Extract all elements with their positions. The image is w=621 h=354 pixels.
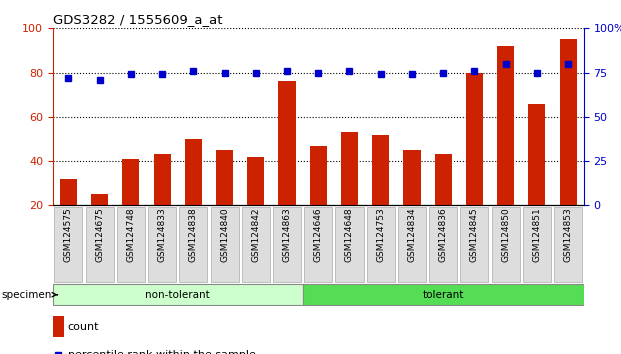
Text: GSM124753: GSM124753 bbox=[376, 208, 385, 262]
FancyBboxPatch shape bbox=[554, 207, 582, 282]
FancyBboxPatch shape bbox=[523, 207, 551, 282]
Text: GDS3282 / 1555609_a_at: GDS3282 / 1555609_a_at bbox=[53, 13, 222, 26]
Text: GSM124851: GSM124851 bbox=[532, 208, 542, 262]
Text: GSM124833: GSM124833 bbox=[158, 208, 166, 262]
Bar bbox=[404, 150, 420, 205]
Text: GSM124845: GSM124845 bbox=[470, 208, 479, 262]
Text: GSM124863: GSM124863 bbox=[283, 208, 291, 262]
FancyBboxPatch shape bbox=[460, 207, 489, 282]
Bar bbox=[372, 135, 389, 205]
Text: GSM124838: GSM124838 bbox=[189, 208, 198, 262]
FancyBboxPatch shape bbox=[366, 207, 395, 282]
Bar bbox=[528, 104, 545, 205]
Bar bbox=[341, 132, 358, 205]
Bar bbox=[560, 39, 577, 205]
FancyBboxPatch shape bbox=[242, 207, 270, 282]
FancyBboxPatch shape bbox=[273, 207, 301, 282]
Text: GSM124646: GSM124646 bbox=[314, 208, 323, 262]
Text: GSM124853: GSM124853 bbox=[564, 208, 573, 262]
Bar bbox=[435, 154, 452, 205]
Text: GSM124675: GSM124675 bbox=[95, 208, 104, 262]
Text: GSM124575: GSM124575 bbox=[64, 208, 73, 262]
Text: GSM124842: GSM124842 bbox=[252, 208, 260, 262]
Text: count: count bbox=[68, 321, 99, 332]
Text: GSM124834: GSM124834 bbox=[407, 208, 417, 262]
Text: GSM124850: GSM124850 bbox=[501, 208, 510, 262]
FancyBboxPatch shape bbox=[55, 207, 83, 282]
Bar bbox=[466, 73, 483, 205]
FancyBboxPatch shape bbox=[304, 207, 332, 282]
FancyBboxPatch shape bbox=[398, 207, 426, 282]
Bar bbox=[497, 46, 514, 205]
Bar bbox=[216, 150, 233, 205]
FancyBboxPatch shape bbox=[53, 284, 302, 305]
Bar bbox=[278, 81, 296, 205]
Bar bbox=[53, 316, 64, 337]
FancyBboxPatch shape bbox=[86, 207, 114, 282]
Bar bbox=[184, 139, 202, 205]
Bar bbox=[60, 179, 77, 205]
FancyBboxPatch shape bbox=[302, 284, 584, 305]
Text: percentile rank within the sample: percentile rank within the sample bbox=[68, 350, 256, 354]
Text: GSM124836: GSM124836 bbox=[438, 208, 448, 262]
FancyBboxPatch shape bbox=[117, 207, 145, 282]
Bar bbox=[247, 156, 265, 205]
Bar bbox=[91, 194, 108, 205]
Text: tolerant: tolerant bbox=[422, 290, 464, 300]
FancyBboxPatch shape bbox=[148, 207, 176, 282]
Text: GSM124648: GSM124648 bbox=[345, 208, 354, 262]
FancyBboxPatch shape bbox=[211, 207, 238, 282]
FancyBboxPatch shape bbox=[429, 207, 457, 282]
FancyBboxPatch shape bbox=[335, 207, 363, 282]
Text: GSM124840: GSM124840 bbox=[220, 208, 229, 262]
Bar bbox=[153, 154, 171, 205]
Text: specimen: specimen bbox=[1, 290, 57, 300]
Text: GSM124748: GSM124748 bbox=[126, 208, 135, 262]
Bar bbox=[122, 159, 140, 205]
FancyBboxPatch shape bbox=[492, 207, 520, 282]
Text: non-tolerant: non-tolerant bbox=[145, 290, 210, 300]
FancyBboxPatch shape bbox=[179, 207, 207, 282]
Bar bbox=[310, 145, 327, 205]
